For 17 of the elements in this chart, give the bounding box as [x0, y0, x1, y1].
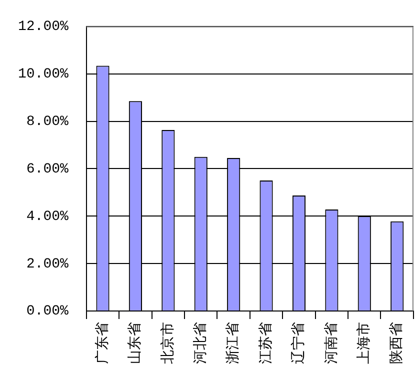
x-tick-label: 山东省 — [127, 322, 144, 364]
y-tick-label: 12.00% — [18, 19, 69, 36]
y-tick-label: 8.00% — [26, 114, 69, 130]
x-tick-label: 河北省 — [192, 322, 209, 364]
y-tick-label: 2.00% — [26, 256, 69, 272]
x-tick-label: 上海市 — [356, 322, 372, 364]
y-tick-label: 0.00% — [26, 304, 69, 320]
y-tick-label: 10.00% — [18, 66, 69, 83]
x-tick-label: 陕西省 — [388, 322, 405, 364]
y-tick-label: 4.00% — [26, 208, 69, 225]
x-tick-label: 河南省 — [323, 322, 340, 364]
x-tick-label: 浙江省 — [225, 322, 242, 364]
x-tick-label: 江苏省 — [258, 322, 274, 364]
x-tick-label: 广东省 — [94, 322, 110, 364]
x-tick-label: 辽宁省 — [290, 322, 307, 364]
y-tick-label: 6.00% — [26, 161, 69, 178]
x-tick-label: 北京市 — [160, 322, 176, 364]
